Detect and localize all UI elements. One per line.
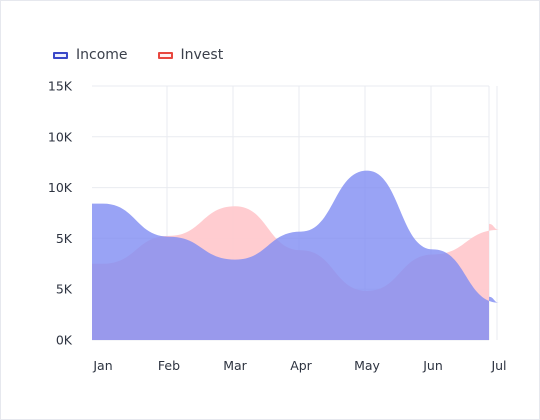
legend-swatch-invest <box>157 51 173 59</box>
legend-item-income[interactable]: Income <box>53 47 128 63</box>
legend-label-invest: Invest <box>180 47 224 63</box>
y-tick-label: 15K <box>48 79 73 94</box>
x-tick-label: May <box>354 358 380 373</box>
y-tick-label: 10K <box>48 129 73 144</box>
y-tick-label: 0K <box>56 333 73 348</box>
legend-item-invest[interactable]: Invest <box>157 47 224 63</box>
y-tick-label: 10K <box>48 180 73 195</box>
legend-swatch-income <box>53 51 68 59</box>
x-tick-label: Mar <box>223 358 247 373</box>
legend-label-income: Income <box>76 47 128 63</box>
x-tick-label: Jan <box>92 358 112 373</box>
series-area-income <box>92 170 499 340</box>
y-tick-label: 5K <box>56 231 73 246</box>
x-tick-label: Jun <box>422 358 443 373</box>
x-tick-label: Apr <box>290 358 312 373</box>
legend: Income Invest <box>53 47 253 63</box>
y-tick-label: 5K <box>56 282 73 297</box>
x-tick-label: Feb <box>158 358 180 373</box>
x-tick-label: Jul <box>490 358 506 373</box>
